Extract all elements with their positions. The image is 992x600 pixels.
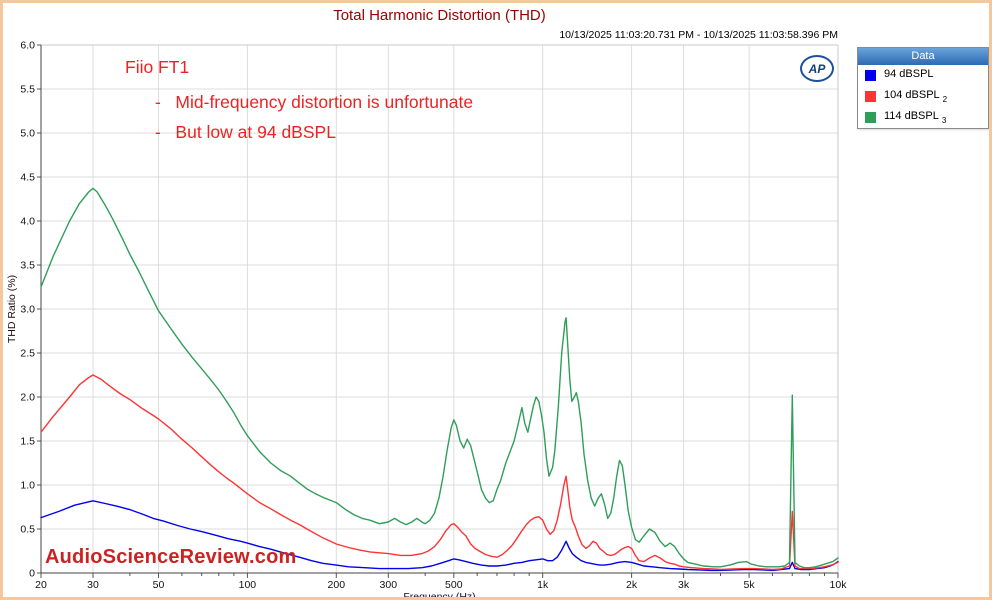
svg-text:6.0: 6.0 [20,40,35,52]
svg-text:50: 50 [153,579,165,591]
svg-text:10k: 10k [830,579,848,591]
svg-text:200: 200 [328,579,346,591]
annotation-note-1: - Mid-frequency distortion is unfortunat… [155,92,474,112]
annotation-device-name: Fiio FT1 [125,57,190,77]
series-line-114-dbspl [40,187,839,569]
ap-logo-text: AP [808,61,826,76]
svg-text:Frequency (Hz): Frequency (Hz) [403,591,475,600]
svg-text:4.0: 4.0 [20,216,35,228]
annotation-note-2: - But low at 94 dBSPL [155,122,336,142]
measurement-timestamp: 10/13/2025 11:03:20.731 PM - 10/13/2025 … [559,29,838,41]
legend-label: 94 dBSPL [884,68,934,81]
svg-text:2.5: 2.5 [20,348,35,360]
svg-text:1.5: 1.5 [20,436,35,448]
svg-text:3.5: 3.5 [20,260,35,272]
legend-swatch-green [865,112,876,123]
svg-text:0.5: 0.5 [20,524,35,536]
svg-text:5k: 5k [744,579,756,591]
svg-text:3.0: 3.0 [20,304,35,316]
thd-chart-plot: 0 0.5 1.0 1.5 2.0 2.5 3.0 3.5 4.0 4.5 5.0 5.5 6.0 20 3… [6,40,848,600]
svg-text:1.0: 1.0 [20,480,35,492]
ap-logo: AP [800,55,834,82]
svg-text:4.5: 4.5 [20,172,35,184]
legend-header: Data [858,48,988,65]
svg-text:30: 30 [87,579,99,591]
watermark-text: AudioScienceReview.com [45,546,297,568]
svg-text:3k: 3k [678,579,690,591]
svg-text:0: 0 [29,568,35,580]
svg-text:5.0: 5.0 [20,128,35,140]
svg-text:5.5: 5.5 [20,84,35,96]
chart-title: Total Harmonic Distortion (THD) [333,7,546,24]
legend-label: 104 dBSPL 2 [884,89,948,104]
svg-text:2.0: 2.0 [20,392,35,404]
legend-item-114dbspl: 114 dBSPL 3 [858,107,988,128]
series-line-94-dbspl [40,500,839,572]
series-line-104-dbspl [40,374,839,571]
legend-item-94dbspl: 94 dBSPL [858,65,988,86]
legend-swatch-blue [865,70,876,81]
svg-text:300: 300 [380,579,398,591]
legend-panel: Data 94 dBSPL 104 dBSPL 2 114 dBSPL 3 [857,47,989,129]
svg-text:500: 500 [445,579,463,591]
legend-label: 114 dBSPL 3 [884,110,947,125]
svg-text:2k: 2k [626,579,638,591]
legend-swatch-red [865,91,876,102]
legend-item-104dbspl: 104 dBSPL 2 [858,86,988,107]
svg-text:1k: 1k [537,579,549,591]
svg-text:20: 20 [35,579,47,591]
svg-text:THD Ratio (%): THD Ratio (%) [6,275,18,343]
svg-text:100: 100 [239,579,257,591]
